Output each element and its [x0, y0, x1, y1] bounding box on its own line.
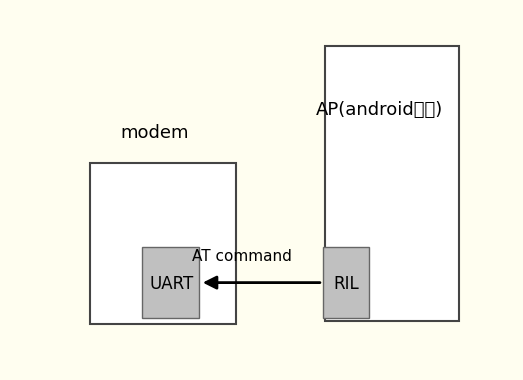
Bar	[142, 247, 199, 318]
Text: UART: UART	[150, 275, 194, 293]
Text: AP(android系统): AP(android系统)	[316, 101, 443, 119]
Text: RIL: RIL	[333, 275, 359, 293]
Bar	[323, 247, 369, 318]
Text: AT command: AT command	[192, 249, 292, 264]
Bar	[90, 163, 235, 324]
Text: modem: modem	[120, 124, 189, 142]
Bar	[325, 46, 459, 321]
